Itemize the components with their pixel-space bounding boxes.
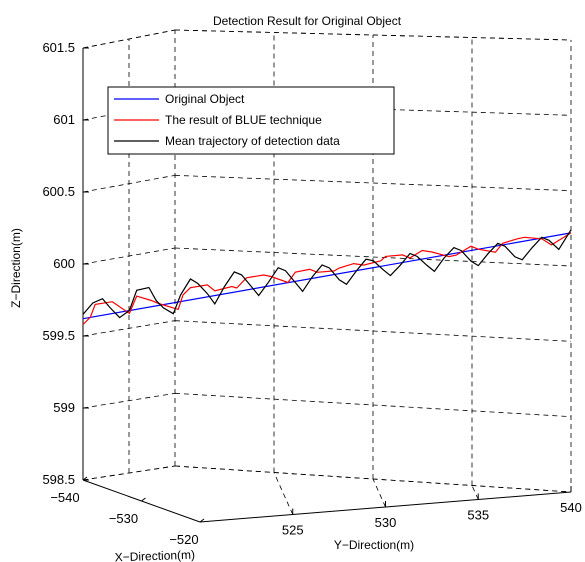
z-tick-label: 601 (53, 112, 75, 127)
back-wall-gridline (174, 247, 572, 267)
floor-gridline-y (471, 485, 479, 500)
blue-technique-line (82, 232, 572, 325)
original-object-line (82, 232, 572, 320)
back-wall-gridline (174, 174, 572, 192)
legend: Original Object The result of BLUE techn… (107, 86, 395, 155)
legend-label-original: Original Object (165, 92, 245, 106)
floor-back-edge (174, 465, 572, 493)
x-tick-label: −520 (169, 532, 198, 547)
z-tick-label: 600.5 (42, 184, 75, 199)
floor-left-edge (82, 465, 176, 481)
x-tick-label: −530 (109, 511, 138, 526)
x-tick-mark (141, 497, 146, 502)
x-tick-mark (82, 476, 88, 481)
z-tick-label: 601.5 (42, 40, 75, 55)
top-back-edge (174, 29, 572, 41)
legend-label-blue: The result of BLUE technique (165, 113, 322, 127)
series-lines (82, 229, 572, 325)
y-tick-label: 535 (467, 508, 489, 523)
z-tick-label: 599.5 (42, 328, 75, 343)
x-tick-label: −540 (50, 490, 79, 505)
legend-label-mean: Mean trajectory of detection data (165, 134, 340, 148)
axes (82, 47, 572, 523)
x-axis-label: X−Direction(m) (114, 548, 195, 562)
chart-title: Detection Result for Original Object (213, 14, 402, 28)
top-left-edge (82, 29, 176, 49)
floor-gridline-y (273, 472, 294, 515)
z-tick-label: 600 (53, 256, 75, 271)
floor-gridline-y (372, 478, 386, 508)
z-tick-label: 598.5 (42, 472, 75, 487)
y-tick-label: 525 (282, 523, 304, 538)
y-tick-label: 540 (560, 500, 582, 515)
tick-labels: 598.5 599 599.5 600 600.5 601 601.5 −540 −530 −52… (42, 40, 581, 547)
x-tick-mark (199, 518, 205, 523)
mean-trajectory-line (82, 229, 572, 319)
z-tick-label: 599 (53, 400, 75, 415)
z-axis-label: Z−Direction(m) (9, 228, 23, 308)
y-axis-label: Y−Direction(m) (334, 538, 414, 552)
y-tick-label: 530 (375, 515, 397, 530)
